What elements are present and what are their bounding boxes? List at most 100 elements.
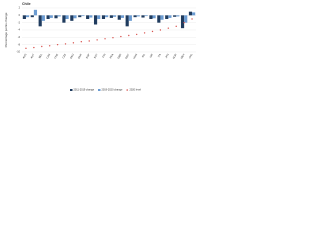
bar — [65, 15, 69, 19]
bar — [70, 15, 74, 21]
x-tick-label: KOR — [172, 53, 177, 59]
x-tick-label: CHL — [188, 53, 193, 59]
bar — [78, 15, 82, 18]
bar — [101, 15, 106, 19]
x-tick-label: CZE — [62, 53, 67, 59]
bar — [81, 15, 85, 17]
x-tick-label: DEU — [70, 53, 75, 59]
point — [112, 37, 114, 39]
bar — [136, 15, 140, 17]
bar — [33, 9, 38, 16]
y-tick-label: -8 — [18, 43, 21, 46]
x-tick-label: GRC — [125, 53, 130, 59]
point — [88, 40, 90, 42]
legend-label: 2020 level — [130, 89, 142, 92]
x-tick-label: GBR — [117, 53, 122, 59]
point — [72, 42, 75, 44]
point — [175, 25, 177, 28]
point — [135, 33, 138, 36]
bar — [57, 15, 61, 17]
chart: Chile Percentage points change -10 -8 -6 -4… — [4, 2, 196, 92]
point — [183, 21, 185, 24]
y-tick-label: 0 — [19, 14, 21, 17]
x-tick-label: FRA — [109, 53, 114, 59]
point — [64, 43, 67, 45]
chart-title: Chile — [22, 2, 31, 6]
point — [191, 18, 193, 20]
bar — [46, 15, 50, 19]
x-tick-label: AUT — [30, 53, 35, 59]
point — [33, 46, 35, 49]
point — [143, 32, 146, 34]
bar — [112, 15, 117, 17]
x-tick-label: IRL — [141, 53, 146, 58]
legend-label: 2011-2019 change — [74, 89, 95, 92]
point — [151, 30, 154, 33]
bar — [128, 15, 132, 21]
x-tick-label: DNK — [78, 53, 83, 59]
x-tick-label: FIN — [102, 53, 107, 58]
bar — [49, 15, 53, 18]
y-tick-label: -10 — [16, 51, 20, 54]
x-tick-label: EST — [94, 53, 99, 59]
legend-swatch — [126, 89, 128, 91]
bar — [86, 15, 90, 19]
bar — [144, 15, 148, 17]
bar — [41, 15, 45, 21]
bar — [22, 15, 26, 19]
bar — [133, 15, 137, 18]
bar — [149, 15, 153, 19]
y-tick-label: -2 — [18, 21, 21, 24]
bar — [176, 15, 180, 17]
bar — [62, 15, 66, 23]
point — [159, 29, 162, 31]
point — [56, 43, 59, 46]
x-tick-label: CHE — [54, 53, 59, 59]
legend-swatch — [98, 89, 101, 91]
bar — [184, 15, 188, 23]
y-tick-label: 2 — [19, 7, 21, 10]
x-tick-label: JPN — [165, 53, 170, 59]
bar — [117, 15, 121, 20]
bar — [192, 12, 196, 16]
bar — [54, 15, 58, 19]
y-axis-label: Percentage points change — [4, 12, 8, 47]
bar — [25, 15, 30, 18]
bar — [173, 15, 177, 17]
bar — [93, 15, 98, 25]
x-tick-label: ITA — [157, 53, 162, 58]
bar — [30, 15, 34, 18]
point — [96, 39, 98, 41]
bar — [188, 11, 193, 16]
bar — [125, 15, 129, 27]
x-tick-label: ESP — [86, 53, 91, 59]
bar — [109, 15, 113, 18]
x-tick-label: ISR — [149, 53, 154, 58]
x-tick-label: AUS — [22, 53, 27, 59]
x-tick-label: BEL — [38, 53, 43, 59]
x-tick-label: HUN — [133, 53, 138, 59]
y-tick-label: -6 — [18, 36, 21, 39]
point — [48, 45, 51, 47]
point — [25, 47, 27, 50]
legend-label: 2019-2020 change — [102, 89, 123, 92]
x-tick-label: CAN — [46, 53, 51, 59]
bar — [97, 15, 101, 19]
bar — [180, 15, 185, 29]
point — [80, 41, 83, 43]
bar — [168, 15, 172, 18]
bar — [73, 15, 77, 19]
bar — [157, 15, 161, 23]
bar — [105, 15, 109, 18]
y-tick-label: -4 — [18, 29, 21, 32]
point — [41, 45, 43, 48]
point — [128, 34, 130, 37]
x-tick-label: MEX — [180, 53, 185, 59]
bar — [89, 15, 93, 18]
point — [167, 27, 170, 29]
legend-swatch — [70, 89, 73, 91]
bar — [120, 15, 125, 18]
point — [120, 35, 122, 38]
point — [104, 38, 106, 40]
bar — [165, 15, 169, 19]
